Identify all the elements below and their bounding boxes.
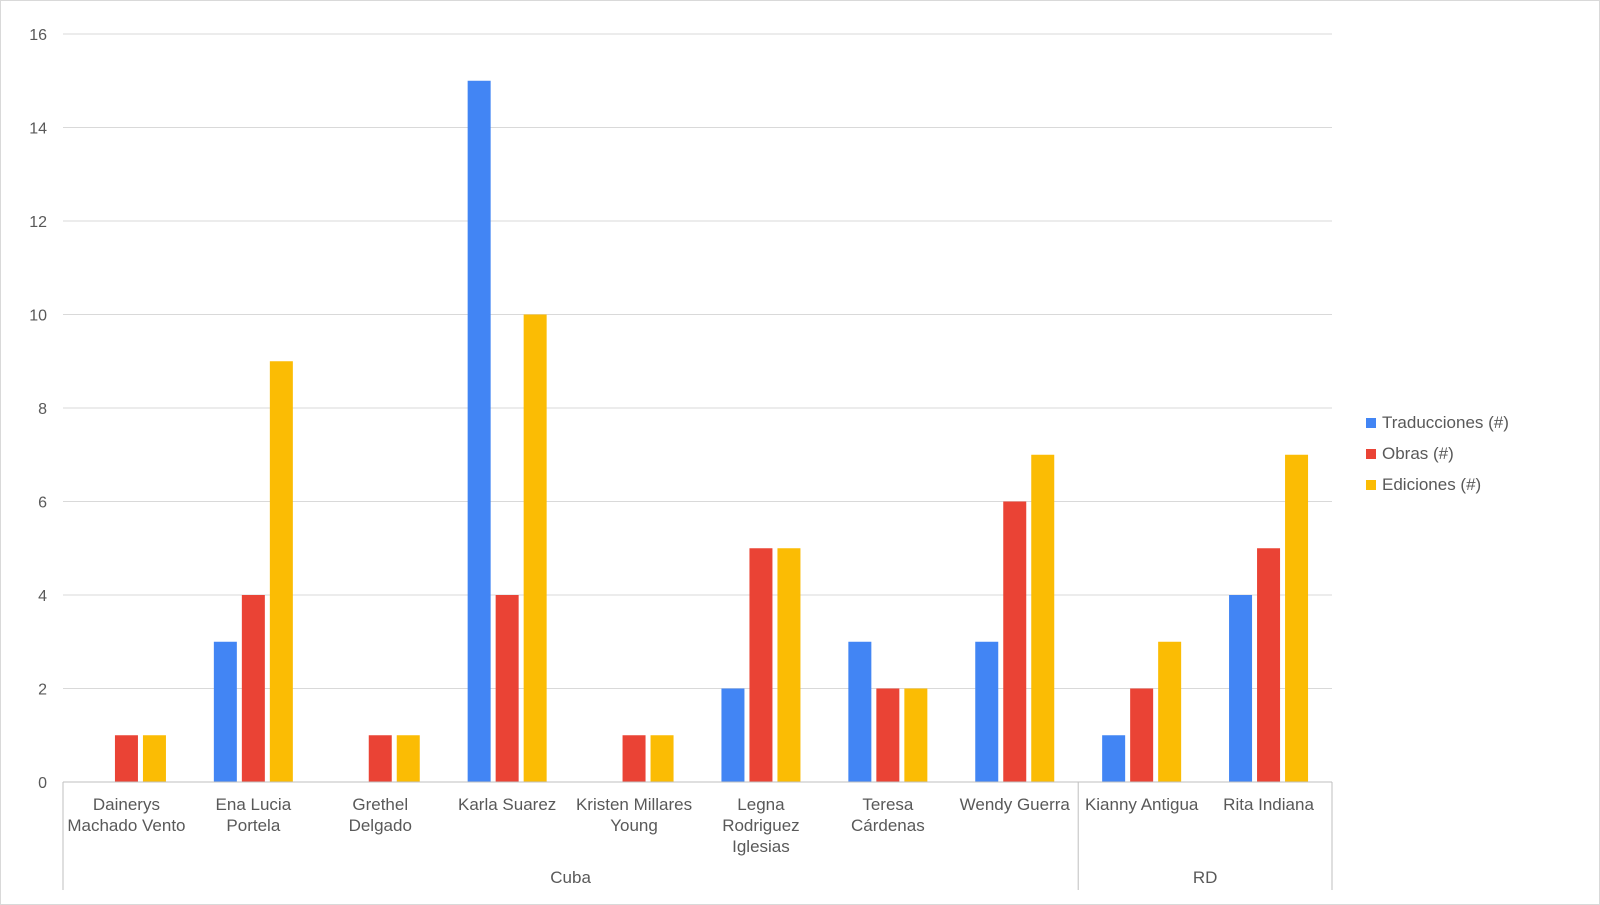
bar bbox=[777, 548, 801, 782]
y-tick-label: 14 bbox=[29, 121, 47, 138]
y-tick-label: 2 bbox=[38, 682, 47, 699]
x-tick-label: Kristen Millares Young bbox=[576, 795, 692, 835]
x-axis: Dainerys Machado Vento Ena Lucia Portela Gre… bbox=[62, 781, 1333, 890]
bar bbox=[1285, 454, 1309, 782]
y-axis: 0 2 4 6 8 10 12 14 16 bbox=[29, 27, 47, 792]
bar bbox=[1102, 735, 1126, 782]
y-tick-label: 6 bbox=[38, 495, 47, 512]
bar bbox=[368, 735, 392, 782]
group-label: Cuba bbox=[550, 868, 591, 887]
bar bbox=[1130, 688, 1154, 782]
x-tick-label: Ena Lucia Portela bbox=[216, 795, 292, 835]
legend-swatch bbox=[1366, 480, 1376, 490]
bar bbox=[848, 641, 872, 782]
x-tick-label: Wendy Guerra bbox=[960, 795, 1071, 814]
y-tick-label: 8 bbox=[38, 401, 47, 418]
bar bbox=[1031, 454, 1055, 782]
x-tick-label: Rita Indiana bbox=[1223, 795, 1314, 814]
gridlines bbox=[63, 33, 1332, 689]
x-tick-label: Karla Suarez bbox=[458, 795, 556, 814]
y-tick-label: 12 bbox=[29, 214, 47, 231]
legend-label: Obras (#) bbox=[1382, 444, 1454, 463]
legend-swatch bbox=[1366, 418, 1376, 428]
legend-label: Ediciones (#) bbox=[1382, 475, 1481, 494]
bar bbox=[721, 688, 745, 782]
y-tick-label: 0 bbox=[38, 775, 47, 792]
bar bbox=[749, 548, 773, 782]
bar bbox=[396, 735, 420, 782]
bar bbox=[622, 735, 646, 782]
x-tick-label: Legna Rodriguez Iglesias bbox=[722, 795, 800, 856]
bar bbox=[495, 595, 519, 782]
bar bbox=[904, 688, 928, 782]
bar bbox=[241, 595, 265, 782]
bar bbox=[876, 688, 900, 782]
x-tick-label: Kianny Antigua bbox=[1085, 795, 1199, 814]
y-tick-label: 4 bbox=[38, 588, 47, 605]
bar bbox=[114, 735, 138, 782]
bar bbox=[650, 735, 674, 782]
x-tick-label: Grethel Delgado bbox=[349, 795, 412, 835]
bar bbox=[1158, 641, 1182, 782]
bar bbox=[467, 80, 491, 782]
bar bbox=[975, 641, 999, 782]
group-label: RD bbox=[1193, 868, 1218, 887]
y-tick-label: 16 bbox=[29, 27, 47, 44]
bar bbox=[269, 361, 293, 782]
bar bbox=[1229, 595, 1253, 782]
bar bbox=[213, 641, 237, 782]
x-tick-label: Dainerys Machado Vento bbox=[67, 795, 185, 835]
bar bbox=[1003, 501, 1027, 782]
legend: Traducciones (#) Obras (#) Ediciones (#) bbox=[1366, 413, 1509, 494]
bar bbox=[142, 735, 166, 782]
y-tick-label: 10 bbox=[29, 308, 47, 325]
legend-label: Traducciones (#) bbox=[1382, 413, 1509, 432]
bar bbox=[523, 314, 547, 782]
x-tick-label: Teresa Cárdenas bbox=[851, 795, 925, 835]
bars bbox=[114, 80, 1309, 782]
bar bbox=[1257, 548, 1281, 782]
legend-swatch bbox=[1366, 449, 1376, 459]
